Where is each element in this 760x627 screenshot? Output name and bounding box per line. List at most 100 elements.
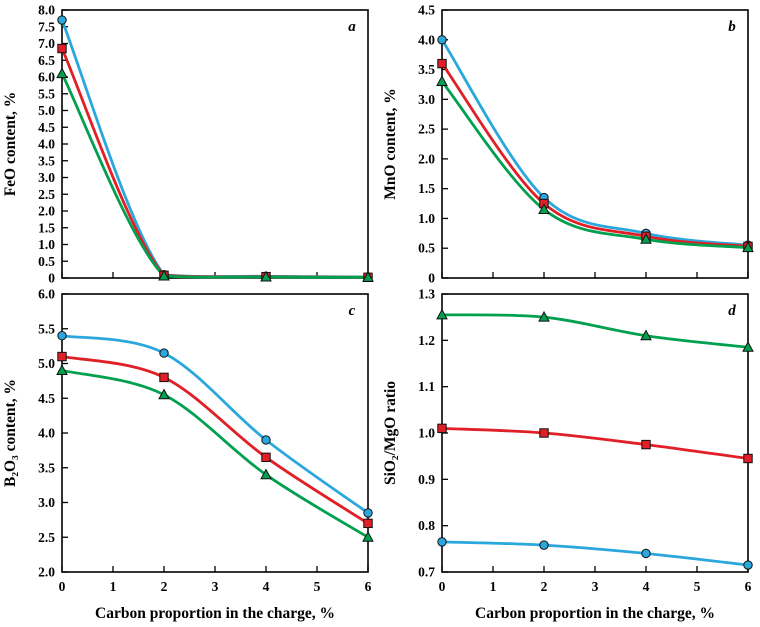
y-tick-label: 0 bbox=[428, 271, 435, 286]
x-tick-label: 4 bbox=[643, 579, 650, 594]
x-tick-label: 2 bbox=[541, 579, 548, 594]
y-tick-label: 2.0 bbox=[38, 204, 55, 219]
y-tick-label: 3.0 bbox=[418, 92, 435, 107]
green-triangle-marker bbox=[158, 388, 170, 400]
series-line-red-square bbox=[60, 47, 370, 279]
red-square-marker bbox=[437, 58, 447, 69]
x-tick-label: 3 bbox=[212, 579, 219, 594]
green-triangle-marker bbox=[538, 310, 550, 322]
blue-circle-marker bbox=[57, 15, 67, 25]
y-tick-label: 0.5 bbox=[418, 241, 435, 256]
red-square-marker bbox=[539, 428, 549, 438]
plot-frame bbox=[441, 9, 749, 279]
plot-frame bbox=[61, 9, 369, 279]
y-tick-label: 0 bbox=[48, 271, 55, 286]
green-triangle-marker bbox=[56, 364, 68, 375]
green-triangle-marker bbox=[436, 75, 448, 86]
green-triangle-marker bbox=[538, 203, 550, 215]
green-triangle-marker bbox=[56, 67, 68, 79]
series-line-blue-circle bbox=[60, 334, 370, 515]
y-tick-label: 4.5 bbox=[38, 120, 55, 135]
series-line-green-triangle bbox=[60, 369, 370, 539]
x-axis-title: Carbon proportion in the charge, % bbox=[475, 605, 715, 622]
y-tick-label: 2.0 bbox=[418, 151, 435, 166]
y-tick-label: 4.0 bbox=[418, 32, 435, 47]
y-tick-label: 0.5 bbox=[38, 254, 55, 269]
series-line-blue-circle bbox=[60, 18, 370, 279]
panel-label: d bbox=[728, 303, 736, 319]
y-tick-label: 4.0 bbox=[38, 426, 55, 441]
green-triangle-marker bbox=[742, 341, 754, 352]
y-tick-label: 3.5 bbox=[38, 460, 55, 475]
red-square-marker bbox=[261, 452, 271, 463]
x-tick-label: 0 bbox=[59, 579, 66, 594]
y-tick-label: 0.8 bbox=[418, 518, 435, 533]
blue-circle-marker bbox=[159, 348, 169, 358]
y-tick-label: 5.5 bbox=[38, 86, 55, 101]
green-triangle-marker bbox=[742, 241, 754, 253]
red-square-marker bbox=[57, 351, 67, 362]
x-tick-label: 5 bbox=[694, 579, 701, 594]
blue-circle-marker bbox=[437, 35, 447, 45]
x-tick-label: 6 bbox=[365, 579, 372, 594]
plot-frame bbox=[441, 293, 749, 573]
panel-b-cell: 0 0.5 1.0 1.5 2.0 2.5 3.0 3.5 4.0 4.5 MnO content,… bbox=[380, 0, 760, 288]
panel-d-cell: 0.7 0.8 0.9 1.0 1.1 1.2 1.3 0 1 2 3 4 5 6 SiO₂/MgO rat… bbox=[380, 288, 760, 627]
y-tick-label: 1.5 bbox=[418, 181, 435, 196]
chart-feo-content: 0 0.5 1.0 1.52.0 2.5 3.0 3.54.0 4.5 5.0 5.56.0 6.5… bbox=[2, 3, 374, 286]
y-tick-label: 1.0 bbox=[418, 426, 435, 441]
y-tick-label: 6.5 bbox=[38, 53, 55, 68]
blue-circle-marker bbox=[539, 540, 549, 550]
y-tick-label: 1.0 bbox=[418, 211, 435, 226]
series-line-blue-circle bbox=[440, 38, 750, 247]
y-tick-label: 1.0 bbox=[38, 237, 55, 252]
chart-sio2-mgo-ratio: 0.7 0.8 0.9 1.0 1.1 1.2 1.3 0 1 2 3 4 5 6 SiO₂/MgO rat… bbox=[382, 288, 754, 622]
y-tick-label: 7.0 bbox=[38, 36, 55, 51]
y-tick-label: 6.0 bbox=[38, 70, 55, 85]
red-square-marker bbox=[641, 439, 651, 450]
y-tick-label: 3.0 bbox=[38, 170, 55, 185]
blue-circle-marker bbox=[743, 560, 753, 570]
series-line-red-square bbox=[440, 426, 750, 460]
y-tick-label: 1.3 bbox=[418, 288, 435, 302]
y-tick-label: 1.1 bbox=[418, 379, 435, 394]
plot-frame bbox=[61, 293, 369, 573]
y-tick-label: 2.0 bbox=[38, 565, 55, 580]
y-axis-title: FeO content, % bbox=[2, 92, 19, 197]
y-tick-label: 6.0 bbox=[38, 288, 55, 302]
x-tick-label: 3 bbox=[592, 579, 599, 594]
panel-c-cell: 2.0 2.5 3.0 3.5 4.0 4.5 5.0 5.5 6.0 0 1 2 3 4 5 6 B₂O₃ c… bbox=[0, 288, 380, 627]
green-triangle-marker bbox=[362, 271, 374, 282]
series-line-red-square bbox=[60, 355, 370, 525]
panel-label: b bbox=[728, 19, 736, 35]
y-tick-label: 8.0 bbox=[38, 3, 55, 18]
chart-b2o3-content: 2.0 2.5 3.0 3.5 4.0 4.5 5.0 5.5 6.0 0 1 2 3 4 5 6 B₂O₃ c… bbox=[2, 288, 374, 622]
x-axis-title: Carbon proportion in the charge, % bbox=[95, 605, 335, 622]
green-triangle-marker bbox=[640, 329, 652, 341]
y-axis-title: SiO₂/MgO ratio bbox=[382, 381, 399, 485]
y-tick-label: 5.5 bbox=[38, 321, 55, 336]
y-axis-title: B₂O₃ content, % bbox=[2, 379, 19, 487]
y-tick-label: 3.5 bbox=[38, 153, 55, 168]
panel-label: a bbox=[348, 19, 356, 35]
y-tick-label: 4.0 bbox=[38, 137, 55, 152]
y-tick-label: 4.5 bbox=[418, 3, 435, 18]
chart-mno-content: 0 0.5 1.0 1.5 2.0 2.5 3.0 3.5 4.0 4.5 MnO content,… bbox=[382, 3, 754, 286]
series-line-green-triangle bbox=[60, 72, 370, 279]
y-tick-label: 5.0 bbox=[38, 103, 55, 118]
y-tick-label: 0.9 bbox=[418, 472, 435, 487]
series-line-red-square bbox=[440, 62, 750, 248]
series-line-blue-circle bbox=[440, 540, 750, 567]
series-line-green-triangle bbox=[440, 80, 750, 250]
x-tick-label: 0 bbox=[439, 579, 446, 594]
y-tick-label: 1.2 bbox=[418, 333, 435, 348]
blue-circle-marker bbox=[57, 331, 67, 341]
y-tick-label: 2.5 bbox=[38, 530, 55, 545]
green-triangle-marker bbox=[362, 531, 374, 542]
y-axis-title: MnO content, % bbox=[382, 88, 399, 200]
y-tick-label: 1.5 bbox=[38, 220, 55, 235]
y-tick-label: 0.7 bbox=[418, 565, 435, 580]
red-square-marker bbox=[57, 43, 67, 54]
red-square-marker bbox=[159, 372, 169, 383]
